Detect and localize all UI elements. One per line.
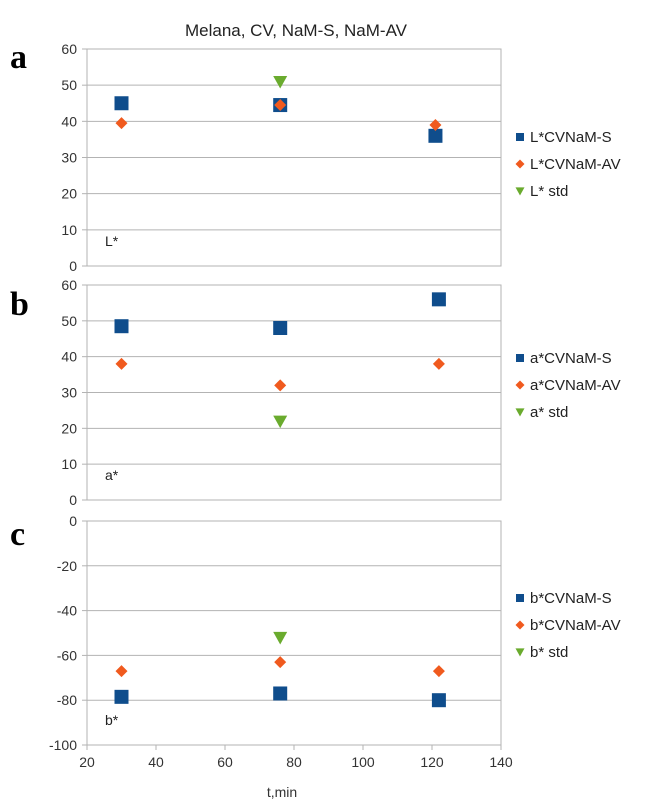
y-tick-label: 30 <box>61 150 77 166</box>
legend-marker-c-2 <box>515 648 525 657</box>
y-tick-label: 20 <box>61 186 77 202</box>
legend-marker-a-2 <box>515 187 525 196</box>
series-a-2 <box>273 75 288 89</box>
x-tick-label: 100 <box>351 754 375 770</box>
y-tick-label: 50 <box>61 313 77 329</box>
legend-marker-c-0 <box>516 594 524 602</box>
legend-label-c-2: b* std <box>530 644 568 661</box>
data-point-b-0-1 <box>273 321 288 335</box>
data-point-a-1-0 <box>115 117 128 130</box>
y-tick-label: 40 <box>61 349 77 365</box>
legend-label-b-1: a*CVNaM-AV <box>530 377 621 394</box>
plot-area-c <box>86 520 502 746</box>
y-tick-label: -60 <box>57 647 77 663</box>
y-tick-label: 20 <box>61 420 77 436</box>
y-tick-label: 50 <box>61 77 77 93</box>
data-point-b-0-0 <box>114 319 129 334</box>
series-c-2 <box>273 631 288 645</box>
data-point-b-2-0 <box>273 415 288 429</box>
series-c-0 <box>114 686 446 708</box>
legend-b: a*CVNaM-S a*CVNaM-AV a* std <box>515 350 621 421</box>
data-point-b-1-1 <box>274 379 287 392</box>
x-tick-label: 60 <box>217 754 233 770</box>
y-tick-label: -100 <box>49 737 77 753</box>
y-tick-label: -20 <box>57 558 77 574</box>
legend-marker-b-0 <box>516 354 524 362</box>
legend-marker-a-0 <box>516 133 524 141</box>
x-tick-label: 140 <box>489 754 513 770</box>
y-tick-label: -80 <box>57 692 77 708</box>
data-point-c-1-1 <box>274 656 287 669</box>
chart-title: Melana, CV, NaM-S, NaM-AV <box>185 21 408 40</box>
panel-inner-label-c: b* <box>105 712 119 728</box>
legend-label-c-0: b*CVNaM-S <box>530 590 612 607</box>
data-point-a-2-0 <box>273 75 288 89</box>
series-c-1 <box>115 656 445 678</box>
legend-marker-a-1 <box>515 159 525 169</box>
y-tick-label: 0 <box>69 513 77 529</box>
x-tick-label: 120 <box>420 754 444 770</box>
x-tick-label: 40 <box>148 754 164 770</box>
data-point-c-0-0 <box>114 689 129 704</box>
data-point-a-1-2 <box>429 118 442 131</box>
series-b-1 <box>115 357 445 392</box>
data-point-a-0-2 <box>428 128 443 143</box>
panel-inner-label-b: a* <box>105 467 119 483</box>
data-point-a-1-1 <box>274 99 287 112</box>
legend-marker-b-1 <box>515 380 525 390</box>
legend-label-c-1: b*CVNaM-AV <box>530 617 621 634</box>
legend-label-a-1: L*CVNaM-AV <box>530 156 621 173</box>
y-tick-label: 40 <box>61 113 77 129</box>
x-axis-label: t,min <box>267 784 297 800</box>
y-tick-label: 0 <box>69 258 77 274</box>
data-point-c-1-2 <box>432 665 445 678</box>
legend-marker-c-1 <box>515 620 525 630</box>
legend-marker-b-2 <box>515 408 525 417</box>
panel-letter-a: a <box>10 39 27 76</box>
x-tick-label: 20 <box>79 754 95 770</box>
y-tick-label: -40 <box>57 603 77 619</box>
y-tick-label: 10 <box>61 456 77 472</box>
panel-c: c -100 -80 -60 -40 -20 0 20 40 60 80 100 120 140 t,min… <box>10 513 621 800</box>
panel-letter-c: c <box>10 516 25 553</box>
panel-b: b 0 10 20 30 40 50 60 a* a*CVNaM-S a*CVNaM-AV a* st… <box>10 277 621 508</box>
data-point-b-1-2 <box>432 357 445 370</box>
y-tick-label: 0 <box>69 492 77 508</box>
legend-c: b*CVNaM-S b*CVNaM-AV b* std <box>515 590 621 661</box>
legend-label-a-2: L* std <box>530 183 568 200</box>
legend-label-b-2: a* std <box>530 404 568 421</box>
legend-label-b-0: a*CVNaM-S <box>530 350 612 367</box>
data-point-b-1-0 <box>115 357 128 370</box>
series-b-0 <box>114 292 446 335</box>
data-point-c-1-0 <box>115 665 128 678</box>
legend-label-a-0: L*CVNaM-S <box>530 129 612 146</box>
y-tick-label: 60 <box>61 41 77 57</box>
data-point-a-0-0 <box>114 96 129 111</box>
panel-inner-label-a: L* <box>105 233 119 249</box>
y-tick-label: 60 <box>61 277 77 293</box>
panel-a: a 0 10 20 30 40 50 60 L* L*CVNaM-S L*CVNaM-AV L* st… <box>10 39 621 274</box>
y-tick-label: 10 <box>61 222 77 238</box>
data-point-c-0-1 <box>273 686 288 701</box>
x-tick-label: 80 <box>286 754 302 770</box>
y-tick-label: 30 <box>61 385 77 401</box>
data-point-b-0-2 <box>431 292 446 307</box>
data-point-c-2-0 <box>273 631 288 645</box>
series-b-2 <box>273 415 288 429</box>
series-a-1 <box>115 99 442 131</box>
data-point-c-0-2 <box>431 693 446 708</box>
panel-letter-b: b <box>10 286 29 323</box>
legend-a: L*CVNaM-S L*CVNaM-AV L* std <box>515 129 621 200</box>
